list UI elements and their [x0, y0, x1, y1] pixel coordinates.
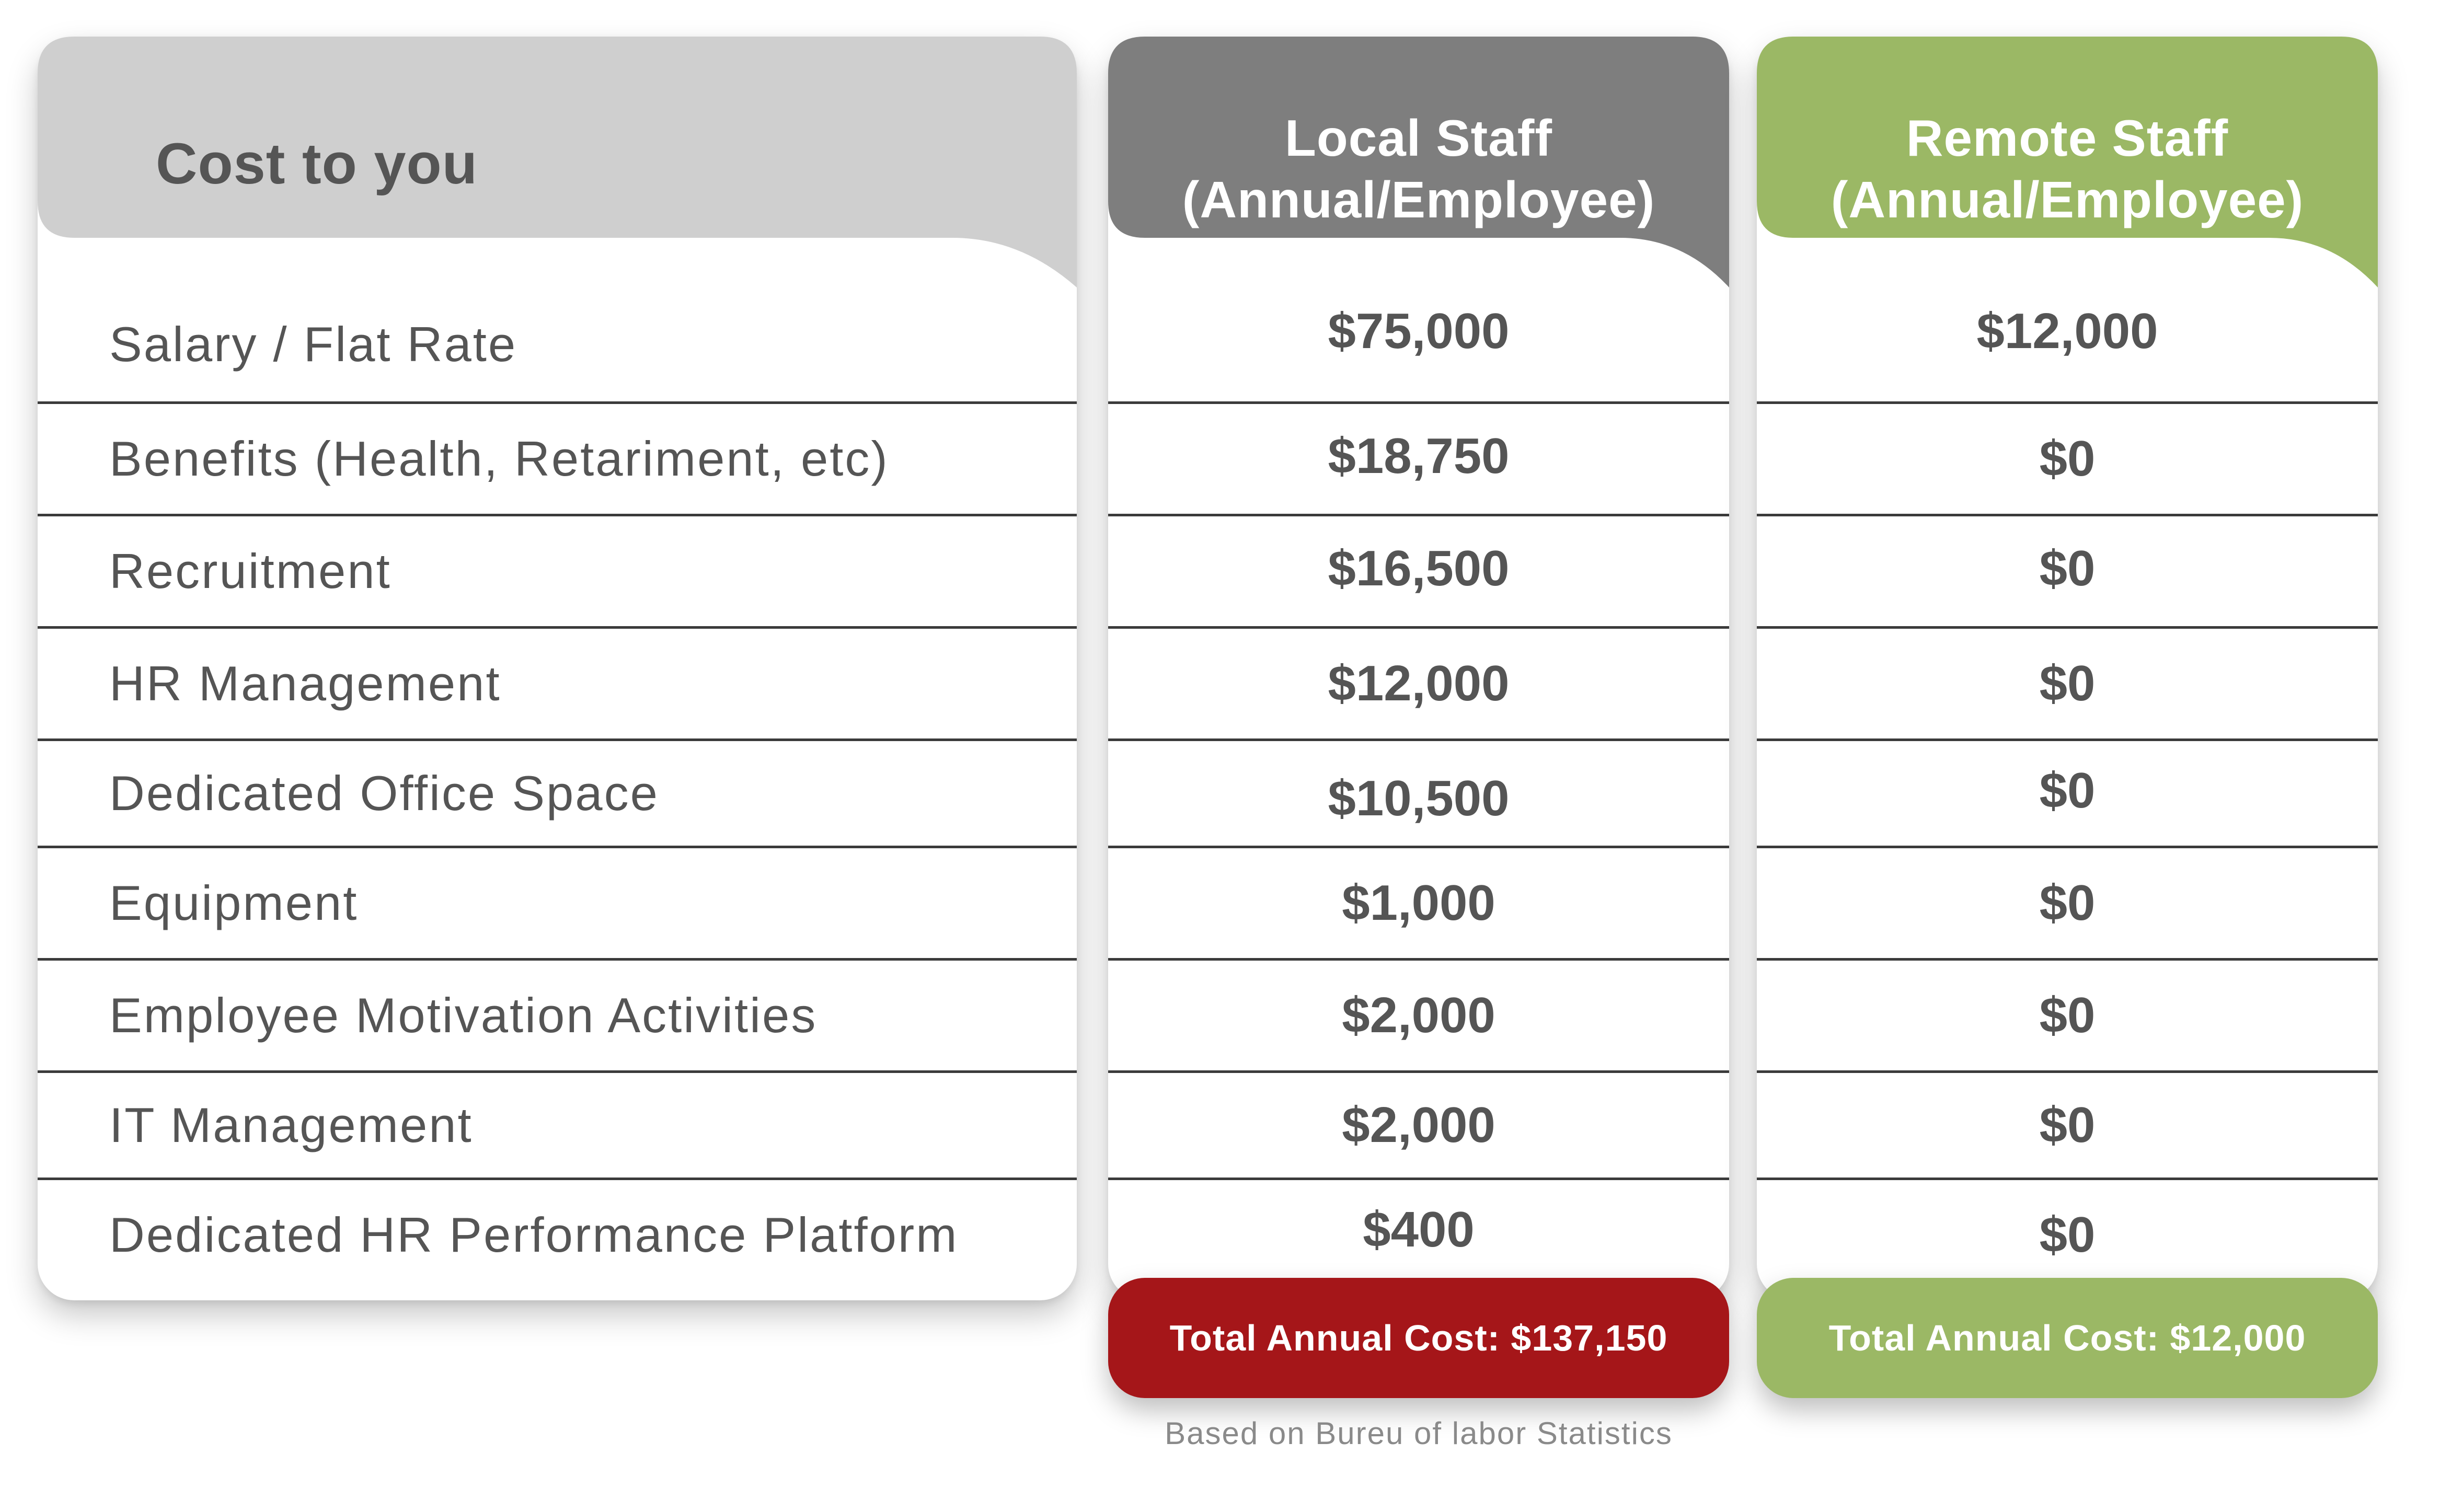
local-row: $1,000	[1108, 848, 1729, 961]
row-label: Dedicated HR Performance Platform	[109, 1207, 959, 1262]
row-label: IT Management	[109, 1098, 473, 1152]
remote-value: $0	[2039, 875, 2096, 931]
local-value: $18,750	[1328, 428, 1510, 484]
local-total-badge: Total Annual Cost: $137,150	[1108, 1278, 1729, 1398]
local-staff-title-line2: (Annual/Employee)	[1182, 171, 1655, 228]
remote-value: $0	[2039, 987, 2096, 1043]
remote-row: $0	[1757, 404, 2378, 516]
cost-labels-header: Cost to you	[38, 37, 1077, 287]
remote-value: $0	[2039, 540, 2096, 596]
label-row: Employee Motivation Activities	[38, 961, 1077, 1073]
remote-value: $0	[2039, 1097, 2096, 1153]
remote-value: $0	[2039, 655, 2096, 711]
local-row: $18,750	[1108, 404, 1729, 516]
label-row: Benefits (Health, Retariment, etc)	[38, 404, 1077, 516]
remote-row: $0	[1757, 961, 2378, 1073]
remote-staff-title-line2: (Annual/Employee)	[1831, 171, 2304, 228]
label-row: Dedicated HR Performance Platform	[38, 1180, 1077, 1290]
remote-value: $0	[2039, 763, 2096, 818]
local-staff-card: Local Staff (Annual/Employee) $75,000 $1…	[1108, 37, 1729, 1300]
local-row: $12,000	[1108, 629, 1729, 741]
row-label: Dedicated Office Space	[109, 766, 659, 821]
remote-value: $0	[2039, 431, 2096, 487]
local-row: $400	[1108, 1180, 1729, 1290]
local-row: $75,000	[1108, 287, 1729, 404]
remote-row: $0	[1757, 516, 2378, 629]
remote-row: $0	[1757, 848, 2378, 961]
label-row: HR Management	[38, 629, 1077, 741]
cost-labels-card: Cost to you Salary / Flat Rate Benefits …	[38, 37, 1077, 1300]
remote-staff-card: Remote Staff (Annual/Employee) $12,000 $…	[1757, 37, 2378, 1300]
local-staff-header-shape	[1108, 37, 1729, 287]
remote-staff-title: Remote Staff (Annual/Employee)	[1757, 107, 2378, 230]
local-staff-header: Local Staff (Annual/Employee)	[1108, 37, 1729, 287]
row-label: Benefits (Health, Retariment, etc)	[109, 431, 889, 486]
local-value: $2,000	[1342, 1097, 1495, 1153]
remote-value: $12,000	[1976, 303, 2158, 359]
remote-row: $0	[1757, 629, 2378, 741]
row-label: Employee Motivation Activities	[109, 988, 818, 1043]
local-row: $2,000	[1108, 961, 1729, 1073]
cost-labels-header-shape	[38, 37, 1077, 287]
local-value: $2,000	[1342, 987, 1495, 1043]
local-value: $10,500	[1328, 770, 1510, 826]
cost-labels-title: Cost to you	[156, 132, 478, 196]
label-row: Dedicated Office Space	[38, 741, 1077, 848]
row-label: Equipment	[109, 875, 359, 930]
local-staff-title-line1: Local Staff	[1285, 109, 1552, 167]
label-row: Recruitment	[38, 516, 1077, 629]
remote-staff-title-line1: Remote Staff	[1906, 109, 2229, 167]
row-label: Recruitment	[109, 544, 392, 598]
remote-value: $0	[2039, 1207, 2096, 1263]
label-row: Equipment	[38, 848, 1077, 961]
remote-staff-header: Remote Staff (Annual/Employee)	[1757, 37, 2378, 287]
remote-total-badge: Total Annual Cost: $12,000	[1757, 1278, 2378, 1398]
local-row: $10,500	[1108, 741, 1729, 848]
local-value: $75,000	[1328, 303, 1510, 359]
label-row: Salary / Flat Rate	[38, 287, 1077, 404]
local-value: $1,000	[1342, 875, 1495, 931]
remote-row: $0	[1757, 741, 2378, 848]
remote-staff-header-shape	[1757, 37, 2378, 287]
remote-row: $0	[1757, 1180, 2378, 1290]
local-value: $16,500	[1328, 540, 1510, 596]
local-staff-title: Local Staff (Annual/Employee)	[1108, 107, 1729, 230]
remote-row: $0	[1757, 1073, 2378, 1180]
label-row: IT Management	[38, 1073, 1077, 1180]
local-value: $12,000	[1328, 655, 1510, 711]
local-row: $2,000	[1108, 1073, 1729, 1180]
row-label: Salary / Flat Rate	[109, 317, 517, 372]
source-footnote: Based on Bureu of labor Statistics	[1165, 1416, 1673, 1451]
row-label: HR Management	[109, 656, 501, 711]
local-row: $16,500	[1108, 516, 1729, 629]
remote-row: $12,000	[1757, 287, 2378, 404]
local-value: $400	[1363, 1202, 1475, 1257]
